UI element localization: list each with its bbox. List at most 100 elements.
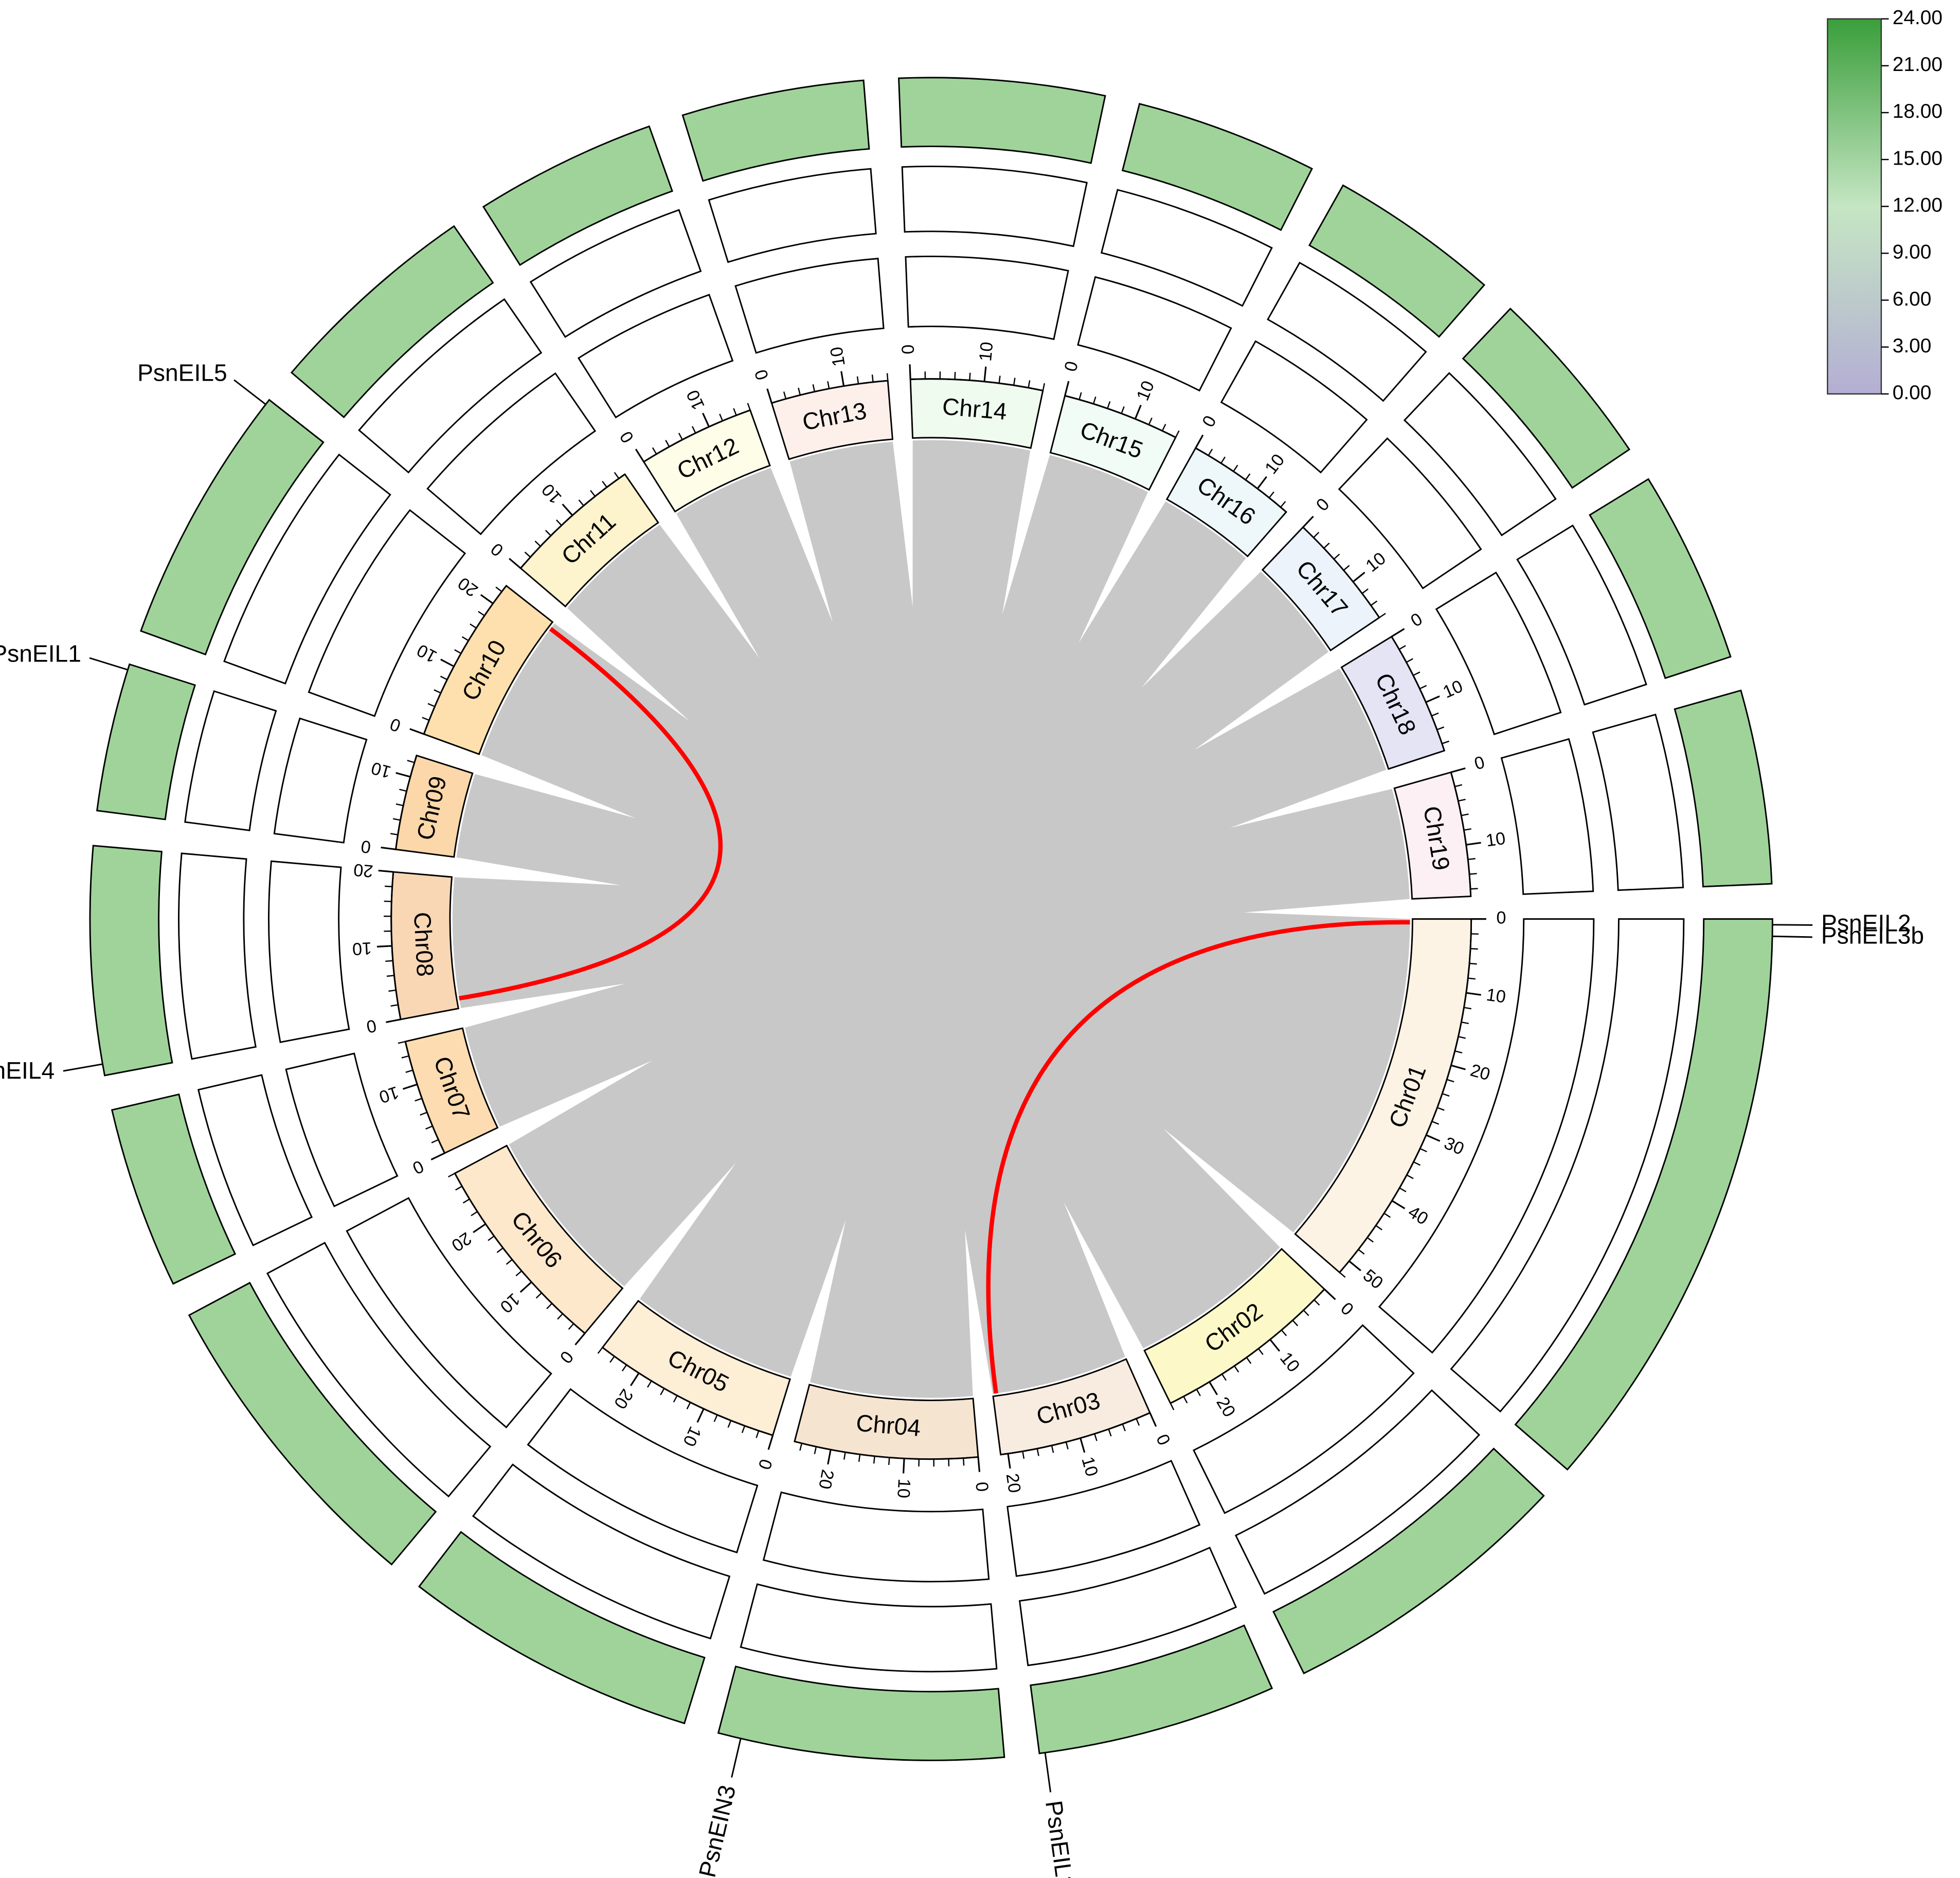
tick-label: 10 — [496, 1289, 524, 1317]
line-track — [1234, 1389, 1481, 1595]
major-tick — [440, 658, 455, 667]
minor-tick — [1343, 565, 1350, 571]
dot-track — [1193, 1324, 1415, 1514]
minor-tick — [741, 1425, 746, 1434]
minor-tick — [1036, 1448, 1039, 1456]
tick-label: 0 — [387, 714, 403, 736]
tick-label: 0 — [1060, 359, 1082, 373]
minor-tick — [470, 623, 477, 629]
major-tick — [1007, 1453, 1011, 1469]
line-track — [1018, 1546, 1237, 1667]
major-tick — [1352, 571, 1365, 583]
dot-track — [1378, 918, 1595, 1354]
minor-tick — [1233, 464, 1238, 472]
axis-arc — [423, 585, 507, 735]
minor-tick — [420, 1112, 427, 1116]
gene-pointer — [1772, 935, 1812, 938]
dot-track — [734, 258, 885, 354]
minor-tick — [1419, 685, 1427, 690]
gap-wedge — [790, 1220, 846, 1384]
gap-wedge — [453, 857, 621, 885]
tick-label: 0 — [556, 1347, 577, 1367]
minor-tick — [1464, 828, 1471, 831]
minor-tick — [1442, 740, 1449, 744]
dot-track — [762, 1491, 990, 1583]
minor-tick — [1094, 1434, 1098, 1441]
minor-tick — [602, 480, 607, 488]
minor-tick — [713, 1415, 718, 1422]
line-track — [708, 168, 877, 263]
line-track — [1516, 524, 1647, 706]
tick-label: 50 — [1359, 1265, 1387, 1293]
minor-tick — [454, 649, 462, 654]
axis-arc — [404, 1041, 445, 1154]
heatmap-track — [717, 1665, 1005, 1761]
minor-tick — [1136, 1418, 1140, 1426]
minor-tick — [1161, 423, 1166, 432]
minor-tick — [814, 1446, 817, 1454]
link — [458, 627, 723, 1001]
minor-tick — [390, 1004, 399, 1007]
axis-arc — [1170, 1289, 1325, 1404]
major-tick — [766, 388, 772, 404]
major-tick — [1195, 434, 1204, 449]
axis-arc — [1065, 395, 1176, 438]
minor-tick — [614, 472, 620, 479]
major-tick — [509, 558, 522, 569]
minor-tick — [798, 387, 801, 396]
tick-label: 10 — [1485, 829, 1507, 851]
tick-label: 0 — [751, 367, 772, 382]
gap-wedge — [553, 607, 690, 721]
colorbar-label: 21.00 — [1893, 53, 1943, 76]
gap-wedge — [1002, 449, 1050, 615]
major-tick — [1466, 842, 1481, 846]
tick-label: 10 — [414, 640, 440, 666]
minor-tick — [545, 530, 551, 536]
gene-label: PsnEIL4 — [0, 1057, 55, 1084]
line-track — [472, 1463, 731, 1640]
minor-tick — [1406, 658, 1413, 663]
line-track — [1403, 372, 1557, 536]
minor-tick — [1361, 588, 1369, 594]
dot-track — [346, 1197, 552, 1428]
major-tick — [1466, 992, 1481, 996]
line-track — [184, 690, 277, 831]
minor-tick — [1028, 380, 1031, 388]
axis-arc — [794, 1440, 979, 1460]
line-track — [266, 1242, 492, 1498]
major-tick — [1425, 695, 1440, 703]
minor-tick — [678, 433, 683, 440]
major-tick — [840, 371, 845, 386]
tick-label: 20 — [448, 1228, 475, 1256]
gap-wedge — [1141, 557, 1262, 688]
axis-arc — [1450, 772, 1472, 897]
tick-label: 10 — [1362, 548, 1389, 576]
minor-tick — [719, 414, 724, 421]
minor-tick — [998, 375, 1001, 384]
tick-label: 10 — [976, 341, 997, 362]
major-tick — [1209, 1381, 1218, 1396]
major-tick — [1064, 381, 1070, 396]
minor-tick — [1303, 1310, 1309, 1316]
minor-tick — [1323, 542, 1330, 549]
minor-tick — [515, 1270, 523, 1277]
major-tick — [395, 772, 411, 778]
major-tick — [430, 1152, 445, 1160]
tick-label: 10 — [369, 758, 393, 782]
minor-tick — [425, 1125, 433, 1130]
major-tick — [473, 1223, 487, 1233]
heatmap-track — [290, 225, 494, 419]
heatmap-track — [482, 125, 673, 266]
heatmap-track — [1121, 103, 1313, 231]
dot-track — [273, 717, 368, 844]
major-tick — [409, 728, 424, 735]
minor-tick — [1431, 712, 1439, 717]
major-tick — [1391, 628, 1405, 637]
minor-tick — [431, 1139, 439, 1143]
minor-tick — [1292, 1319, 1299, 1327]
major-tick — [635, 449, 645, 462]
major-tick — [983, 366, 987, 382]
tick-label: 0 — [1337, 1299, 1357, 1320]
gene-pointer — [233, 379, 266, 405]
